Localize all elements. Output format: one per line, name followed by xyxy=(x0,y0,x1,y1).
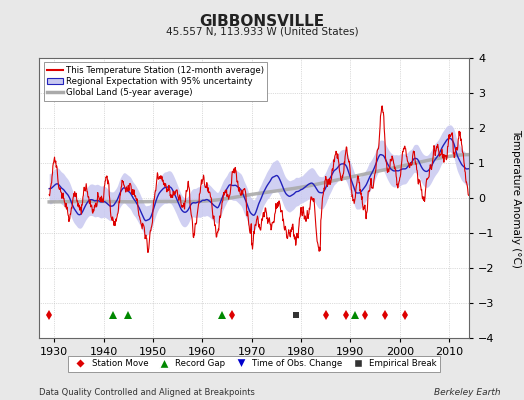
Text: Berkeley Earth: Berkeley Earth xyxy=(434,388,500,397)
Legend: Station Move, Record Gap, Time of Obs. Change, Empirical Break: Station Move, Record Gap, Time of Obs. C… xyxy=(69,356,440,372)
Text: Data Quality Controlled and Aligned at Breakpoints: Data Quality Controlled and Aligned at B… xyxy=(39,388,255,397)
Text: 45.557 N, 113.933 W (United States): 45.557 N, 113.933 W (United States) xyxy=(166,26,358,36)
Y-axis label: Temperature Anomaly (°C): Temperature Anomaly (°C) xyxy=(511,128,521,268)
Legend: This Temperature Station (12-month average), Regional Expectation with 95% uncer: This Temperature Station (12-month avera… xyxy=(43,62,267,100)
Text: GIBBONSVILLE: GIBBONSVILLE xyxy=(200,14,324,29)
